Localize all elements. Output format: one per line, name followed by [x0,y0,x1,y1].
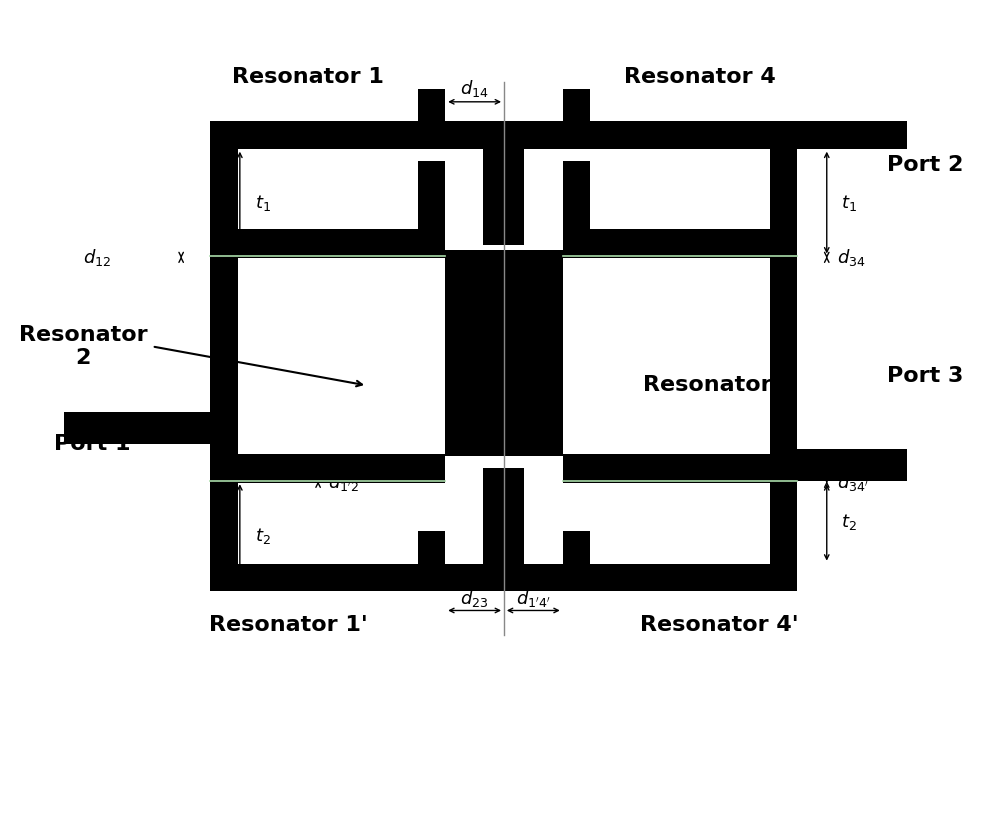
Bar [483,149,524,244]
Bar [418,161,445,257]
Bar [445,257,563,456]
Text: Resonator 3: Resonator 3 [643,376,795,395]
Bar [418,89,445,149]
Bar [210,229,238,483]
Text: $t_1$: $t_1$ [255,192,270,213]
Bar [445,250,504,257]
Text: $d_{12}$: $d_{12}$ [83,247,112,268]
Bar [504,250,563,257]
Bar [210,454,445,482]
Bar [238,229,445,257]
Text: $d_{1'2}$: $d_{1'2}$ [328,472,359,493]
Text: Port 1: Port 1 [54,434,130,454]
Bar [563,161,590,257]
Text: Resonator 4: Resonator 4 [624,67,775,87]
Bar [563,121,797,149]
Bar [770,121,907,149]
Bar [210,456,445,483]
Text: $d_{34'}$: $d_{34'}$ [837,472,868,493]
Bar [770,121,797,591]
Text: $d_{23}$: $d_{23}$ [460,588,489,609]
Text: Port 2: Port 2 [887,156,964,175]
Text: $d_{34}$: $d_{34}$ [837,247,865,268]
Text: Resonator 1': Resonator 1' [209,615,368,636]
Bar [210,121,445,149]
Bar [563,456,797,483]
Bar [563,231,797,258]
Text: $d_{14}$: $d_{14}$ [460,78,489,99]
Bar [445,257,504,456]
Text: Port 3: Port 3 [887,366,964,385]
Bar [563,531,590,591]
Bar [770,449,907,482]
Bar [504,257,563,456]
Bar [770,121,797,258]
Bar [445,121,563,149]
Bar [210,454,238,591]
Bar [445,563,563,591]
Bar [210,563,445,591]
Bar [64,412,210,444]
Text: $t_2$: $t_2$ [255,526,270,546]
Bar [563,229,797,257]
Bar [418,531,445,591]
Bar [563,454,797,482]
Text: Resonator 4': Resonator 4' [640,615,798,636]
Bar [210,121,238,591]
Text: Resonator
2: Resonator 2 [19,324,148,368]
Bar [563,89,590,149]
Bar [770,454,797,591]
Bar [563,563,797,591]
Bar [210,231,445,258]
Text: $d_{1'4'}$: $d_{1'4'}$ [516,588,551,609]
Bar [770,229,797,483]
Text: $t_1$: $t_1$ [841,192,857,213]
Bar [210,229,238,257]
Bar [483,468,524,563]
Bar [210,229,445,257]
Bar [210,121,238,258]
Text: Resonator 1: Resonator 1 [232,67,384,87]
Text: $t_2$: $t_2$ [841,513,857,532]
